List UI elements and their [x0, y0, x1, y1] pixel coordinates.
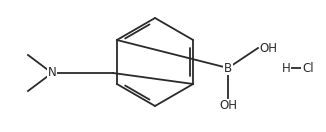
Text: H: H: [282, 62, 290, 74]
Text: Cl: Cl: [302, 62, 314, 74]
Text: B: B: [224, 62, 232, 74]
Text: OH: OH: [219, 99, 237, 112]
Text: OH: OH: [259, 41, 277, 55]
Text: N: N: [48, 67, 56, 79]
